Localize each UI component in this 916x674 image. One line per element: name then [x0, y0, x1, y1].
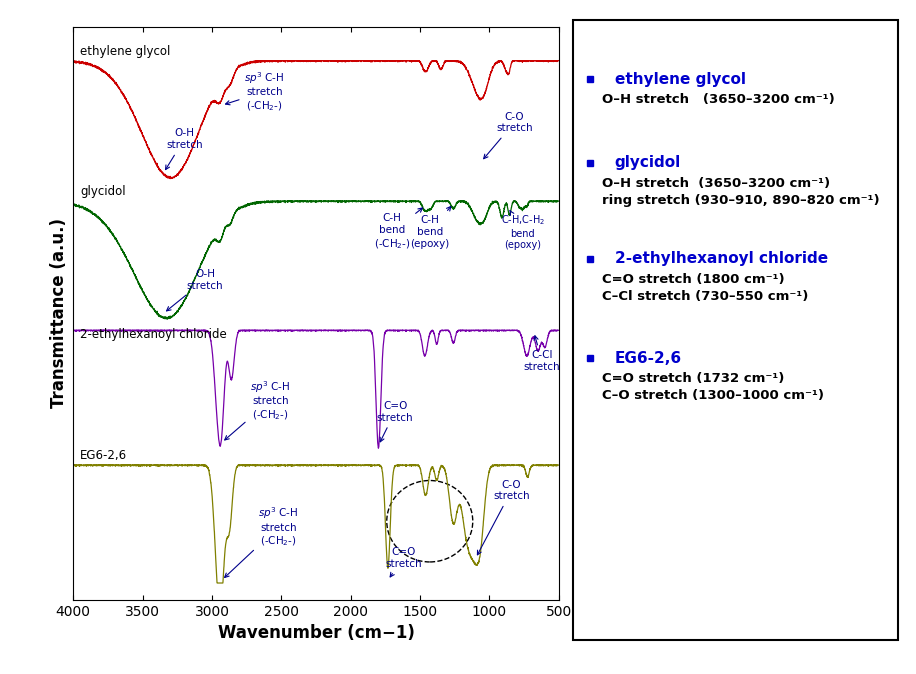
Text: C=O
stretch: C=O stretch [385, 547, 421, 577]
Text: C=O
stretch: C=O stretch [376, 401, 413, 441]
Text: C-H,C-H$_2$
bend
(epoxy): C-H,C-H$_2$ bend (epoxy) [501, 210, 545, 251]
Text: C=O stretch (1800 cm⁻¹): C=O stretch (1800 cm⁻¹) [602, 273, 784, 286]
Text: ring stretch (930–910, 890–820 cm⁻¹): ring stretch (930–910, 890–820 cm⁻¹) [602, 193, 879, 206]
Text: C-H
bend
(epoxy): C-H bend (epoxy) [410, 206, 451, 249]
Text: C=O stretch (1732 cm⁻¹): C=O stretch (1732 cm⁻¹) [602, 372, 784, 385]
Text: $sp^3$ C-H
stretch
(-CH$_2$-): $sp^3$ C-H stretch (-CH$_2$-) [224, 379, 290, 440]
Text: glycidol: glycidol [81, 185, 125, 198]
Text: glycidol: glycidol [615, 155, 681, 171]
Text: C–O stretch (1300–1000 cm⁻¹): C–O stretch (1300–1000 cm⁻¹) [602, 389, 823, 402]
Y-axis label: Transmittance (a.u.): Transmittance (a.u.) [49, 218, 68, 408]
Text: $sp^3$ C-H
stretch
(-CH$_2$-): $sp^3$ C-H stretch (-CH$_2$-) [225, 70, 285, 113]
Text: C-Cl
stretch: C-Cl stretch [524, 336, 561, 372]
Text: ethylene glycol: ethylene glycol [81, 45, 170, 58]
Text: C-H
bend
(-CH$_2$-): C-H bend (-CH$_2$-) [374, 208, 422, 251]
X-axis label: Wavenumber (cm−1): Wavenumber (cm−1) [218, 624, 414, 642]
Text: C-O
stretch: C-O stretch [477, 479, 530, 555]
Text: 2-ethylhexanoyl chloride: 2-ethylhexanoyl chloride [81, 328, 227, 342]
FancyBboxPatch shape [572, 20, 898, 640]
Text: C-O
stretch: C-O stretch [484, 112, 533, 158]
Text: $sp^3$ C-H
stretch
(-CH$_2$-): $sp^3$ C-H stretch (-CH$_2$-) [224, 506, 299, 578]
Text: O–H stretch  (3650–3200 cm⁻¹): O–H stretch (3650–3200 cm⁻¹) [602, 177, 830, 190]
Text: 2-ethylhexanoyl chloride: 2-ethylhexanoyl chloride [615, 251, 828, 266]
Text: O-H
stretch: O-H stretch [166, 129, 202, 170]
Text: EG6-2,6: EG6-2,6 [81, 450, 127, 462]
Text: ethylene glycol: ethylene glycol [615, 71, 746, 87]
Text: EG6-2,6: EG6-2,6 [615, 350, 682, 366]
Text: O–H stretch   (3650–3200 cm⁻¹): O–H stretch (3650–3200 cm⁻¹) [602, 93, 834, 106]
Text: C–Cl stretch (730–550 cm⁻¹): C–Cl stretch (730–550 cm⁻¹) [602, 290, 808, 303]
Text: O-H
stretch: O-H stretch [167, 269, 224, 311]
